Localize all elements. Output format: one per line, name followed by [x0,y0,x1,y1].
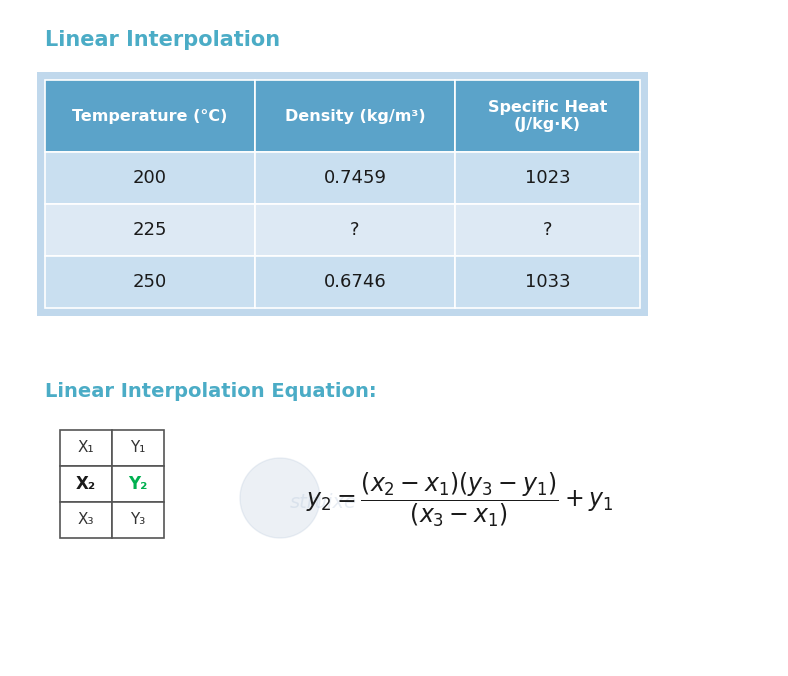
Bar [37,72,648,316]
Bar [455,152,640,204]
Bar [455,204,640,256]
Bar [112,466,164,502]
Text: X₁: X₁ [78,441,95,456]
Text: ?: ? [350,221,360,239]
Text: 1033: 1033 [525,273,571,291]
Text: 1023: 1023 [525,169,571,187]
Text: 250: 250 [133,273,167,291]
Text: Specific Heat
(J/kg·K): Specific Heat (J/kg·K) [488,100,608,132]
Bar [60,466,112,502]
Text: 200: 200 [133,169,167,187]
Text: Y₂: Y₂ [128,475,147,493]
Bar [255,80,455,152]
Bar [60,430,112,466]
Text: Linear Interpolation: Linear Interpolation [45,30,280,50]
Text: 0.7459: 0.7459 [324,169,386,187]
Bar [112,502,164,538]
Text: Linear Interpolation Equation:: Linear Interpolation Equation: [45,382,377,401]
Bar [45,256,255,308]
Text: Density (kg/m³): Density (kg/m³) [284,109,426,124]
Text: Y₃: Y₃ [130,512,146,527]
Text: ?: ? [543,221,552,239]
Circle shape [240,458,320,538]
Text: struixe: struixe [290,493,357,512]
Bar [45,80,255,152]
Text: 0.6746: 0.6746 [324,273,386,291]
Text: Temperature (°C): Temperature (°C) [72,109,228,124]
Bar [255,152,455,204]
Bar [455,80,640,152]
Bar [255,256,455,308]
Bar [45,204,255,256]
Bar [112,430,164,466]
Bar [255,204,455,256]
Text: X₃: X₃ [78,512,95,527]
Text: $y_2 = \dfrac{(x_2 - x_1)(y_3 - y_1)}{(x_3 - x_1)} + y_1$: $y_2 = \dfrac{(x_2 - x_1)(y_3 - y_1)}{(x… [307,470,614,529]
Text: 225: 225 [132,221,167,239]
Text: X₂: X₂ [76,475,96,493]
Text: Y₁: Y₁ [130,441,146,456]
Bar [60,502,112,538]
Bar [45,152,255,204]
Bar [455,256,640,308]
